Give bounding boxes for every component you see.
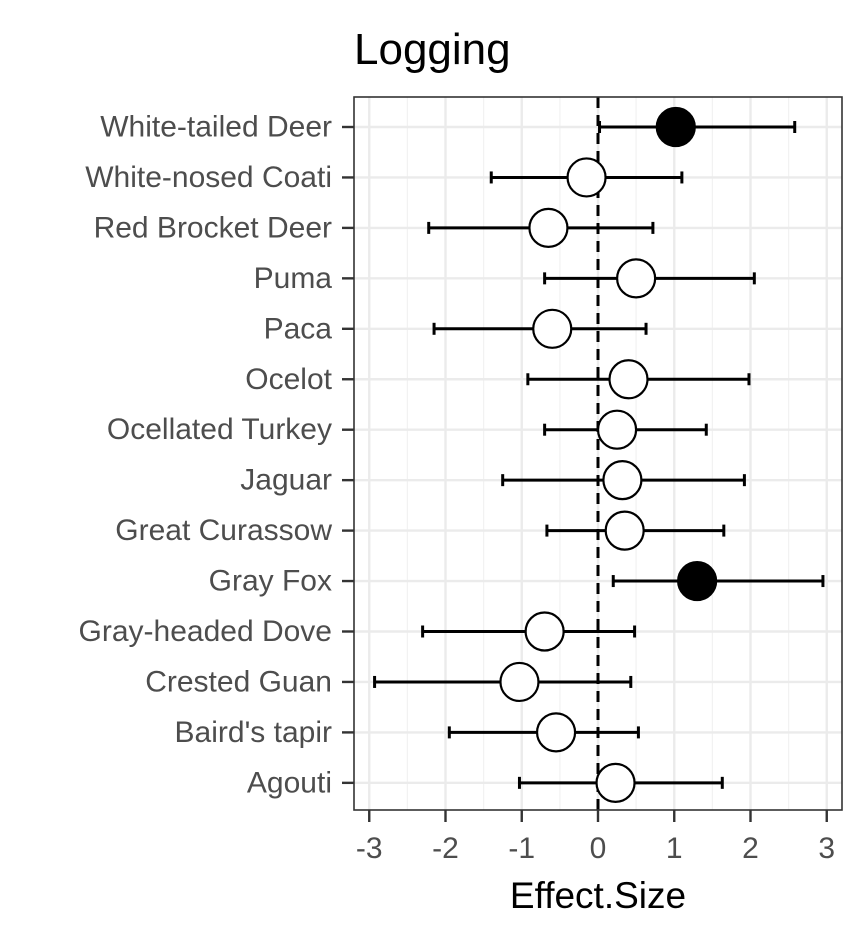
species-row [432,308,648,349]
estimate-point-open [524,611,565,652]
chart-title: Logging [354,25,511,74]
estimate-point-open [602,460,643,501]
species-row [598,106,797,148]
species-row [545,510,726,551]
estimate-point-open [532,308,573,349]
x-tick-label: -1 [508,832,535,865]
x-tick-label: 0 [590,832,607,865]
species-row [543,409,708,450]
y-tick-label: Ocellated Turkey [107,413,332,446]
species-row [373,661,633,703]
species-row [501,460,746,501]
x-tick-label: 2 [742,832,759,865]
y-tick-label: Ocelot [245,363,332,396]
y-tick-label: Agouti [247,766,332,799]
estimate-point-open [608,359,649,400]
species-row [427,207,655,248]
y-tick-label: White-nosed Coati [85,161,332,194]
estimate-point-open [528,207,569,248]
species-row [526,359,751,400]
y-tick-label: Gray-headed Dove [79,615,332,648]
marks-layer [373,106,825,803]
y-tick-label: Baird's tapir [175,716,332,749]
axis-layer: White-tailed Deer White-nosed Coati Red Br… [79,111,836,866]
estimate-point-open [535,712,577,753]
species-row [611,560,825,602]
y-tick-label: Great Curassow [115,514,332,547]
x-tick-label: 1 [666,832,683,865]
y-tick-label: Puma [254,262,333,295]
x-axis-title: Effect.Size [510,875,686,916]
estimate-point-open [566,157,607,198]
estimate-point-open [596,409,638,450]
x-tick-label: 3 [818,832,835,865]
y-tick-label: Gray Fox [209,565,332,598]
species-row [517,762,724,803]
estimate-point-filled [677,560,718,602]
estimate-point-open [616,258,657,299]
estimate-point-open [595,762,636,803]
y-tick-label: Red Brocket Deer [94,211,332,244]
species-row [489,157,684,198]
y-tick-label: Jaguar [240,464,332,497]
y-tick-label: White-tailed Deer [100,111,332,144]
species-row [543,258,756,299]
species-row [447,712,640,753]
estimate-point-open [604,510,645,551]
x-tick-label: -3 [356,832,383,865]
x-tick-label: -2 [432,832,459,865]
y-tick-label: Paca [264,312,333,345]
estimate-point-filled [655,106,696,148]
estimate-point-open [499,661,540,703]
species-row [421,611,637,652]
y-tick-label: Crested Guan [145,665,332,698]
